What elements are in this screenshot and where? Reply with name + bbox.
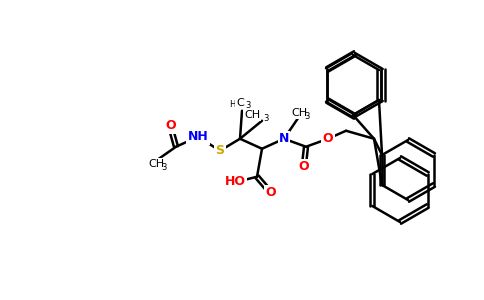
Text: 3: 3 [304, 112, 310, 121]
Text: O: O [266, 186, 276, 199]
Text: O: O [299, 160, 309, 173]
Text: NH: NH [188, 130, 209, 143]
Text: O: O [323, 132, 333, 145]
Text: 3: 3 [161, 163, 166, 172]
Text: 3: 3 [263, 114, 269, 123]
Text: CH: CH [148, 159, 164, 169]
Text: S: S [215, 144, 225, 157]
Text: CH: CH [244, 110, 260, 120]
Text: CH: CH [291, 108, 307, 118]
Text: C: C [236, 98, 244, 108]
Text: 3: 3 [245, 101, 251, 110]
Text: H: H [229, 100, 235, 109]
Text: HO: HO [225, 175, 245, 188]
Text: N: N [279, 132, 289, 145]
Text: O: O [166, 119, 176, 132]
